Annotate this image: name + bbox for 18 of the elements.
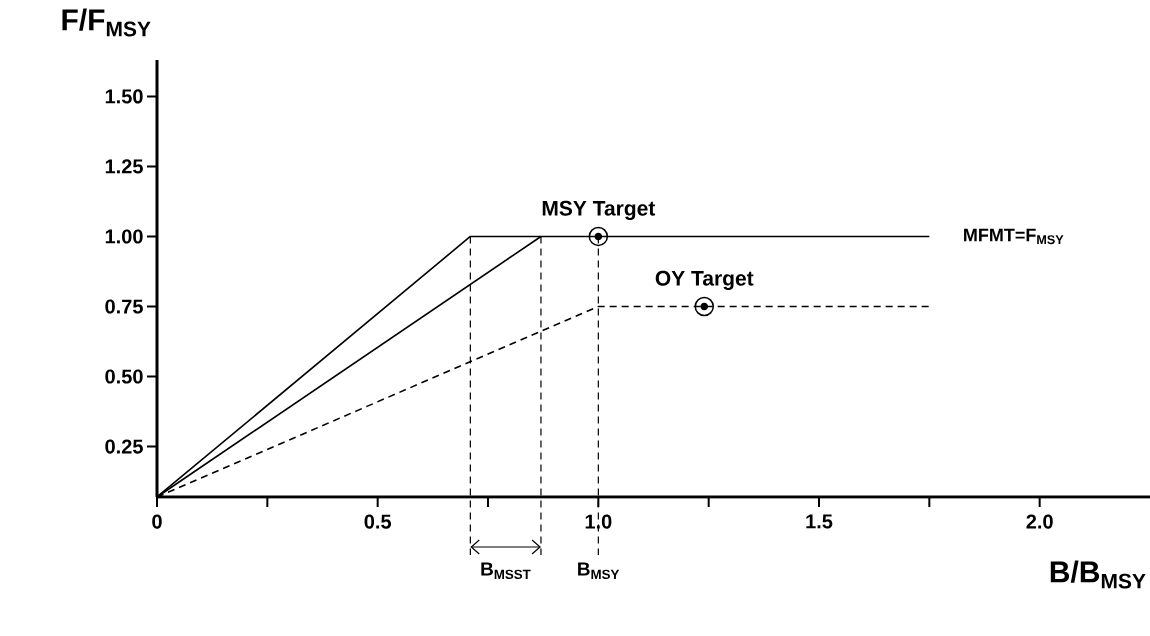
series-label: MFMT=F$_{MSY}$ [964,228,1064,245]
y-axis-title: F/F$_{MSY}$ [62,8,151,37]
x-tick-label: 1.5 [806,514,833,529]
x-tick-label: 1.0 [585,514,612,529]
text: B$_{MSST}$ [481,562,531,580]
ref-line-label: B$_{MSY}$ [578,562,620,580]
y-tick-label: 0.25 [105,439,143,454]
series-label: MSY Target [542,200,656,220]
y-tick-label: 1.50 [105,89,143,104]
y-tick-label: 1.25 [105,159,143,174]
x-axis-title: B/B$_{MSY}$ [1050,560,1146,589]
y-tick-label: 0.75 [105,299,143,314]
x-tick-label: 0.5 [364,514,392,529]
y-tick-label: 0.50 [105,369,143,384]
x-tick-label: 2.0 [1026,514,1053,529]
y-tick-label: 1.00 [105,229,143,244]
series-label: OY Target [655,270,754,290]
x-tick-label: 0 [152,514,162,529]
